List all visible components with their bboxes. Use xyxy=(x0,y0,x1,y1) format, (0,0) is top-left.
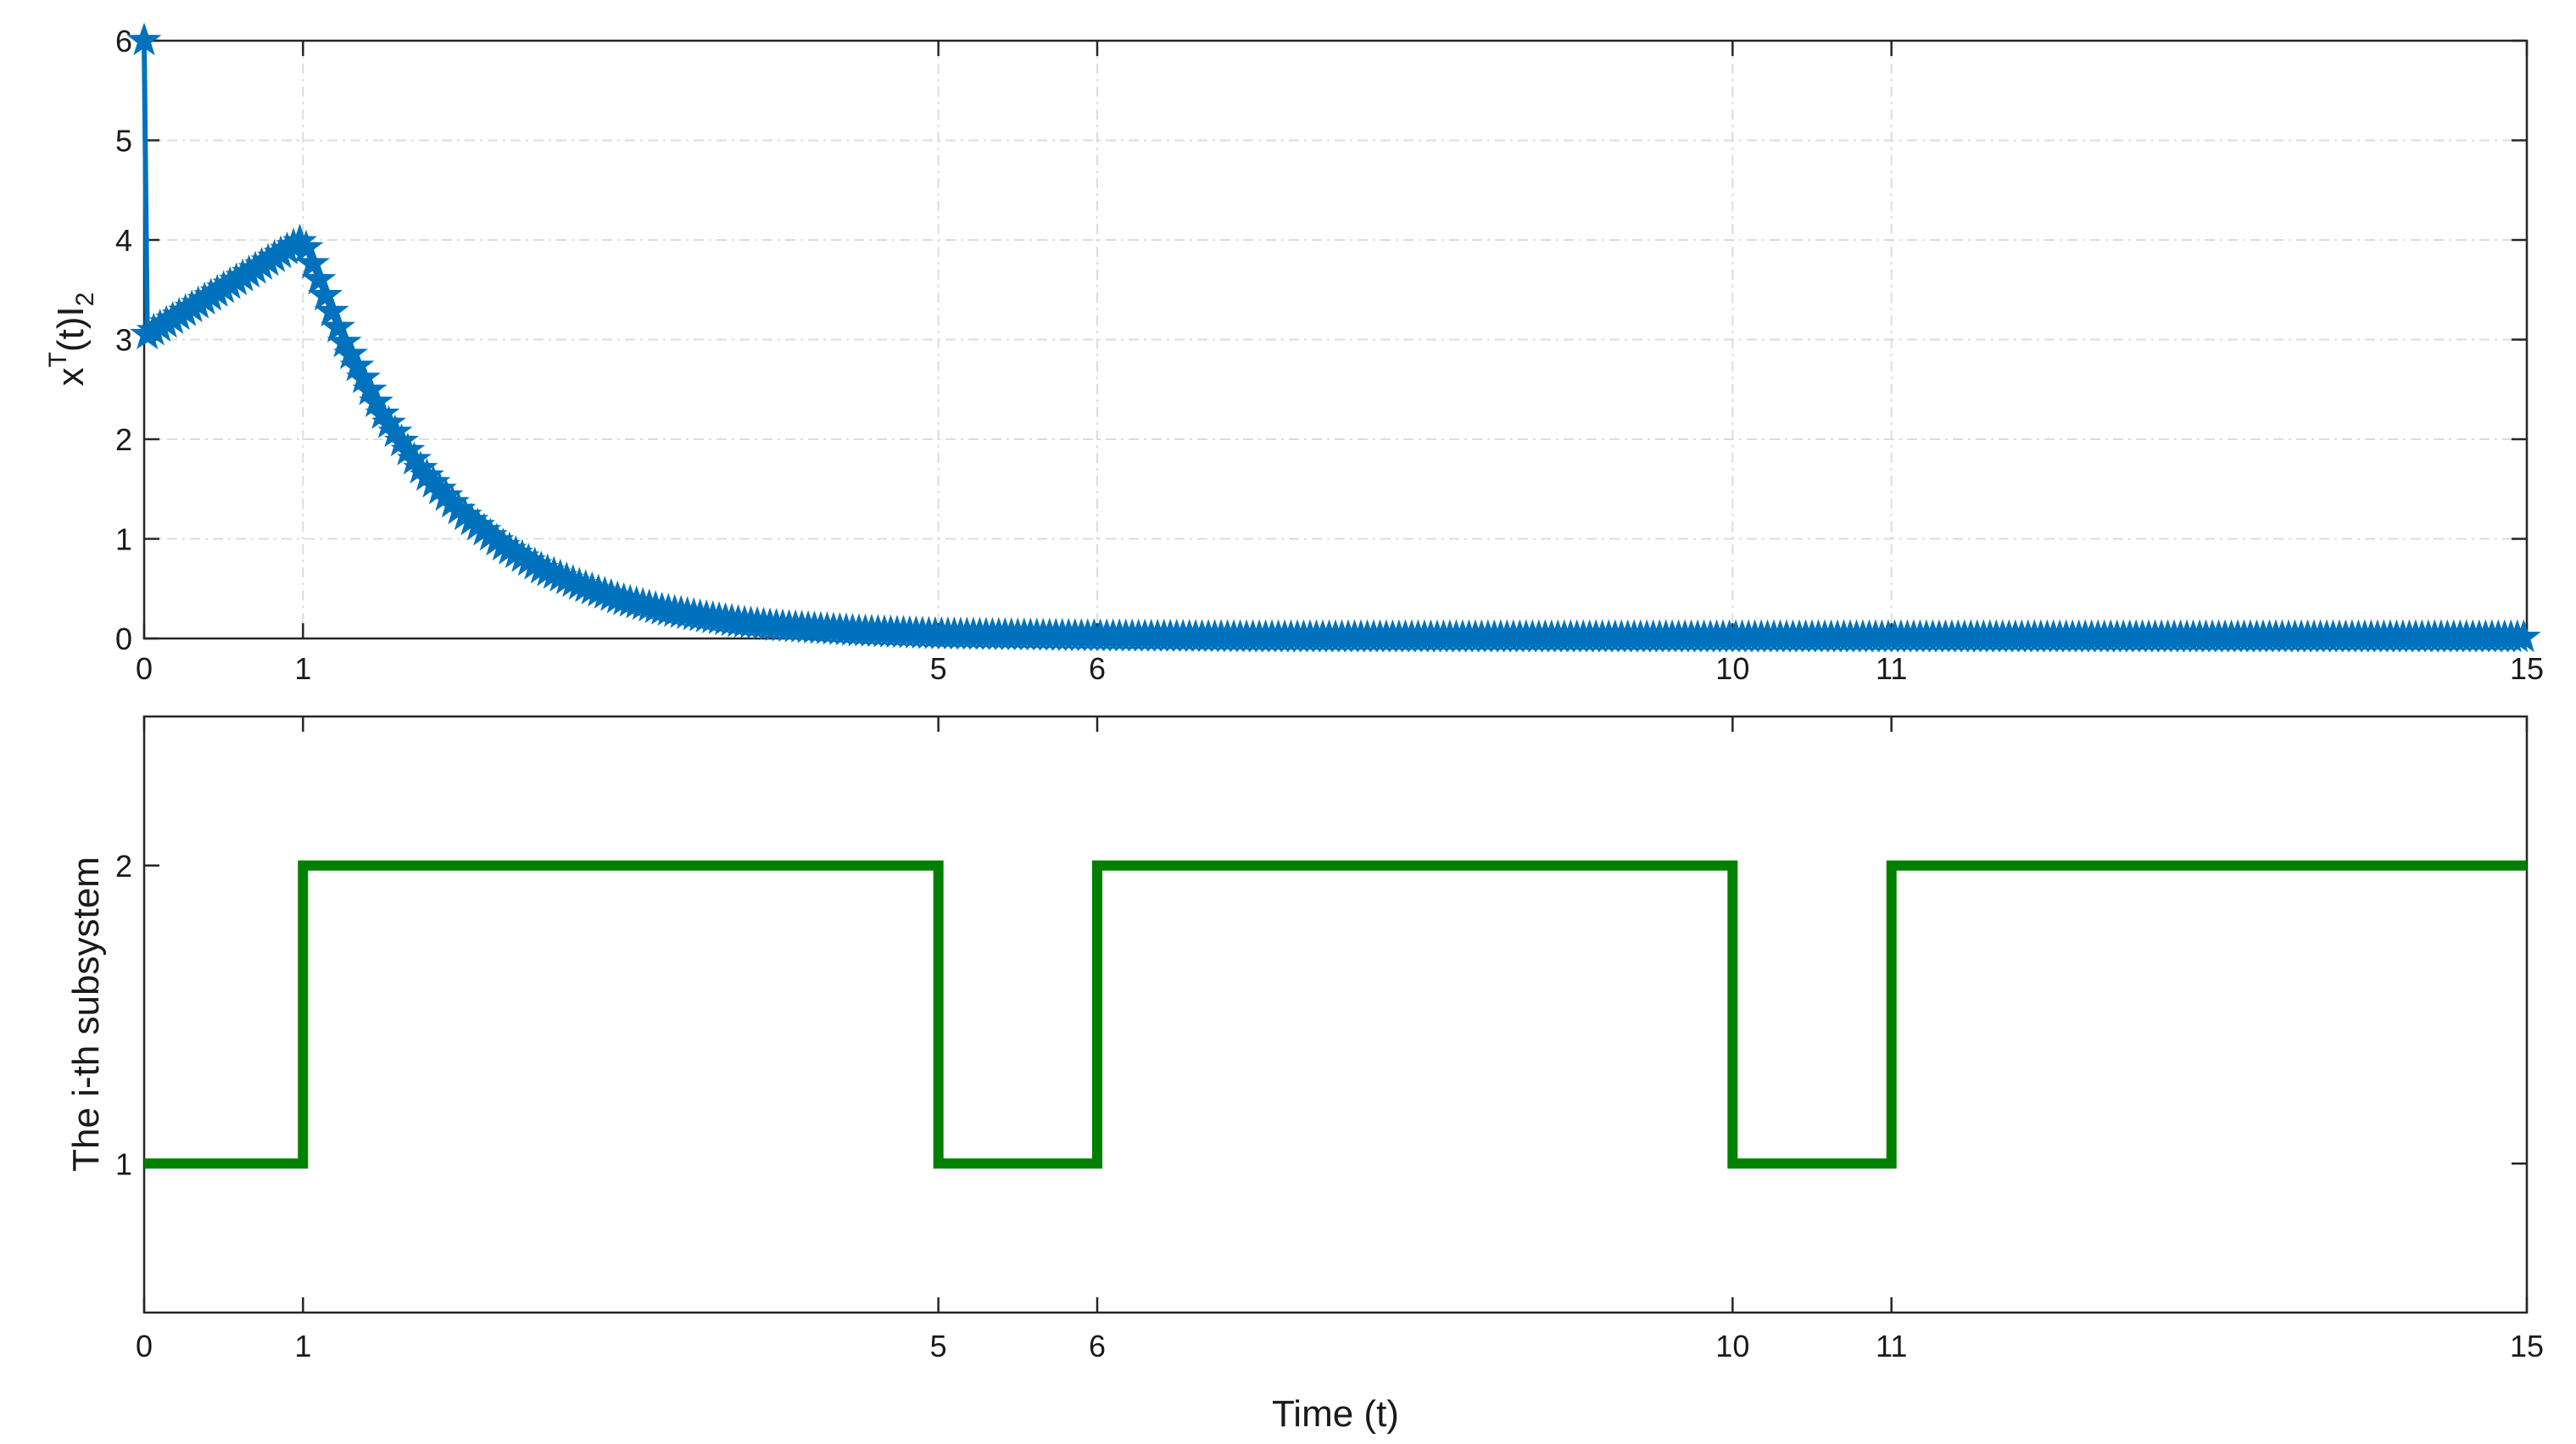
bottom-series-step-line xyxy=(144,860,2527,1169)
top-y-tick-label: 2 xyxy=(115,422,132,457)
bottom-x-tick-label: 11 xyxy=(1876,1329,1907,1363)
top-x-tick-label: 5 xyxy=(930,651,947,686)
y-label-mid: (t)I xyxy=(50,306,92,352)
bottom-x-tick-label: 10 xyxy=(1715,1329,1749,1363)
top-series-star-marker xyxy=(2506,619,2541,653)
top-series-star-marker xyxy=(314,293,349,327)
bottom-x-tick-label: 5 xyxy=(930,1329,947,1363)
y-label-sup: T xyxy=(44,352,72,367)
y-label-sub: 2 xyxy=(71,293,99,307)
top-series-star-marker xyxy=(295,245,331,279)
bottom-series xyxy=(144,860,2527,1169)
top-y-axis-label: xT(t)I2 xyxy=(44,293,99,387)
top-series xyxy=(126,22,2541,653)
top-series-star-marker xyxy=(308,277,343,311)
top-y-tick-label: 0 xyxy=(115,622,132,656)
top-x-tick-label: 6 xyxy=(1089,651,1106,686)
top-x-tick-label: 15 xyxy=(2510,651,2544,686)
top-x-tick-label: 10 xyxy=(1715,651,1749,686)
top-x-tick-label: 1 xyxy=(294,651,311,686)
bottom-y-tick-label: 2 xyxy=(115,849,132,884)
top-y-tick-label: 6 xyxy=(115,24,132,59)
bottom-y-axis-label: The i-th subsystem xyxy=(65,856,107,1172)
top-y-tick-label: 3 xyxy=(115,323,132,358)
top-series-star-marker xyxy=(321,309,356,343)
bottom-y-tick-label: 1 xyxy=(115,1146,132,1181)
bottom-x-tick-label: 0 xyxy=(136,1329,153,1363)
top-y-tick-label: 1 xyxy=(115,522,132,557)
top-y-tick-label: 5 xyxy=(115,124,132,159)
top-series-star-marker xyxy=(126,22,162,56)
bottom-axes-frame xyxy=(142,715,2529,1314)
bottom-x-axis-label: Time (t) xyxy=(1272,1393,1399,1435)
top-series-star-marker xyxy=(288,229,324,263)
bottom-x-tick-label: 1 xyxy=(294,1329,311,1363)
top-y-tick-label: 4 xyxy=(115,223,132,258)
y-label-main: x xyxy=(50,367,92,386)
top-x-tick-label: 11 xyxy=(1876,651,1907,686)
top-x-tick-label: 0 xyxy=(136,651,153,686)
top-series-star-marker xyxy=(301,261,337,295)
top-grid xyxy=(144,41,2527,638)
bottom-x-tick-label: 15 xyxy=(2510,1329,2544,1363)
bottom-x-tick-label: 6 xyxy=(1089,1329,1106,1363)
